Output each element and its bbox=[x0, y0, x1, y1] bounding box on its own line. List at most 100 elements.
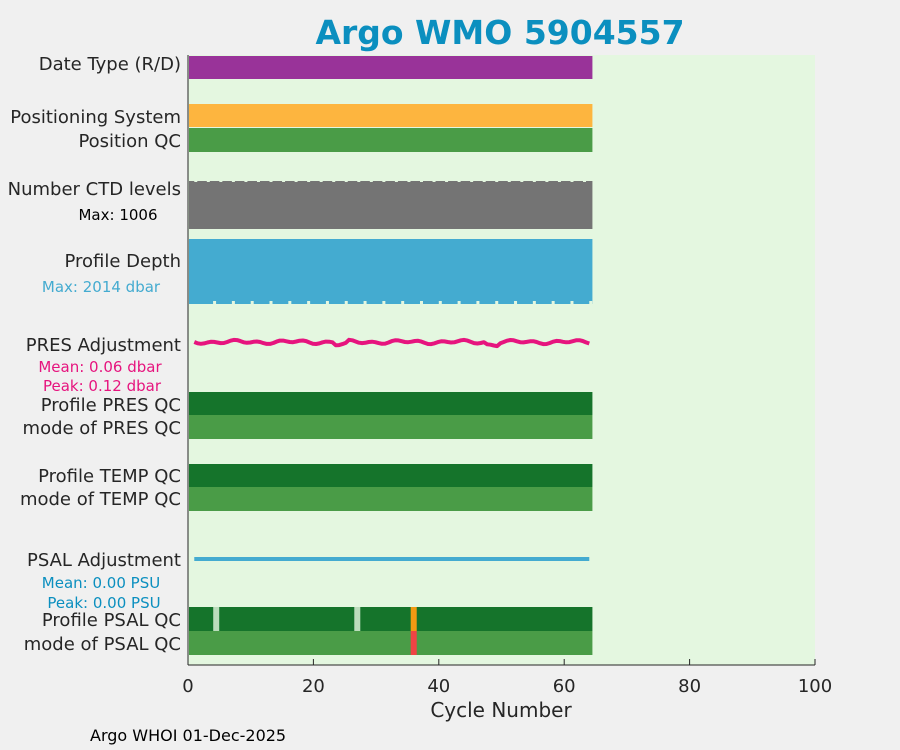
position-qc-bar bbox=[189, 128, 593, 152]
ctd-level-notch bbox=[231, 180, 235, 182]
depth-notch bbox=[476, 301, 480, 304]
depth-notch bbox=[307, 301, 311, 304]
depth-notch bbox=[344, 301, 348, 304]
ctd-levels-bar bbox=[189, 181, 593, 229]
profile-temp-qc-bar bbox=[189, 464, 593, 487]
x-tick-label: 60 bbox=[553, 676, 576, 697]
depth-notch bbox=[401, 301, 405, 304]
data-marks bbox=[189, 56, 593, 655]
row-label: mode of PSAL QC bbox=[24, 634, 181, 655]
row-label: Profile PSAL QC bbox=[42, 610, 181, 631]
ctd-level-notch bbox=[294, 180, 298, 182]
ctd-level-notch bbox=[219, 180, 223, 182]
ctd-level-notch bbox=[520, 180, 524, 182]
ctd-level-notch bbox=[407, 180, 411, 182]
ctd-level-notch bbox=[344, 180, 348, 182]
annotation-psal-peak: Peak: 0.00 PSU bbox=[47, 594, 160, 612]
row-labels: Date Type (R/D) Positioning System Positio… bbox=[8, 54, 181, 655]
ctd-level-notch bbox=[307, 180, 311, 182]
x-tick-label: 100 bbox=[798, 676, 832, 697]
depth-notch bbox=[382, 301, 386, 304]
depth-notch bbox=[570, 301, 574, 304]
ctd-level-notch bbox=[457, 180, 461, 182]
annotation-psal-mean: Mean: 0.00 PSU bbox=[42, 574, 160, 592]
row-label: PRES Adjustment bbox=[26, 335, 181, 356]
x-axis: 0 20 40 60 80 100 bbox=[182, 55, 832, 697]
pres-adjustment-line bbox=[193, 337, 590, 349]
ctd-level-notch bbox=[332, 180, 336, 182]
row-label: PSAL Adjustment bbox=[27, 550, 181, 571]
mode-psal-qc-bar bbox=[189, 631, 593, 655]
mode-pres-qc-bar bbox=[189, 415, 593, 439]
row-label: Number CTD levels bbox=[8, 179, 181, 200]
ctd-level-notch bbox=[369, 180, 373, 182]
x-tick-label: 80 bbox=[678, 676, 701, 697]
ctd-level-notch bbox=[557, 180, 561, 182]
ctd-level-notch bbox=[269, 180, 273, 182]
row-label: Positioning System bbox=[10, 107, 181, 128]
depth-notch bbox=[250, 301, 254, 304]
depth-notch bbox=[514, 301, 518, 304]
ctd-level-notch bbox=[282, 180, 286, 182]
row-label: Date Type (R/D) bbox=[39, 54, 181, 75]
ctd-level-notch bbox=[583, 180, 587, 182]
psal-profile-qc-flag bbox=[354, 607, 361, 631]
row-label: Profile Depth bbox=[64, 251, 181, 272]
depth-notch bbox=[532, 301, 536, 304]
row-label: Position QC bbox=[78, 131, 181, 152]
ctd-level-notch bbox=[256, 180, 260, 182]
ctd-level-notch bbox=[394, 180, 398, 182]
psal-profile-qc-flag bbox=[410, 607, 417, 631]
x-tick-label: 0 bbox=[182, 676, 193, 697]
psal-mode-qc-flag bbox=[410, 631, 417, 655]
ctd-level-notch bbox=[470, 180, 474, 182]
row-label: Profile TEMP QC bbox=[38, 466, 181, 487]
ctd-level-notch bbox=[194, 180, 198, 182]
date-type-bar bbox=[189, 56, 593, 79]
row-label: Profile PRES QC bbox=[41, 395, 181, 416]
row-label: mode of PRES QC bbox=[23, 418, 181, 439]
depth-notch bbox=[325, 301, 329, 304]
psal-profile-qc-flag bbox=[213, 607, 220, 631]
ctd-level-notch bbox=[319, 180, 323, 182]
ctd-level-notch bbox=[244, 180, 248, 182]
annotation-ctd-max: Max: 1006 bbox=[78, 206, 157, 224]
row-label: mode of TEMP QC bbox=[20, 489, 181, 510]
depth-notch bbox=[419, 301, 423, 304]
ctd-level-notch bbox=[532, 180, 536, 182]
x-tick-label: 40 bbox=[427, 676, 450, 697]
depth-notch bbox=[457, 301, 461, 304]
annotation-depth-max: Max: 2014 dbar bbox=[42, 278, 161, 296]
plot-area bbox=[188, 55, 815, 665]
x-axis-label: Cycle Number bbox=[430, 698, 572, 722]
x-tick-label: 20 bbox=[302, 676, 325, 697]
ctd-level-notch bbox=[419, 180, 423, 182]
ctd-level-notch bbox=[432, 180, 436, 182]
depth-notch bbox=[363, 301, 367, 304]
positioning-system-bar bbox=[189, 104, 593, 127]
depth-notch bbox=[589, 301, 593, 304]
depth-notch bbox=[213, 301, 217, 304]
annotation-pres-mean: Mean: 0.06 dbar bbox=[38, 358, 162, 376]
ctd-level-notch bbox=[545, 180, 549, 182]
depth-notch bbox=[438, 301, 442, 304]
ctd-level-notch bbox=[507, 180, 511, 182]
depth-notch bbox=[231, 301, 235, 304]
ctd-level-notch bbox=[495, 180, 499, 182]
footer-text: Argo WHOI 01-Dec-2025 bbox=[90, 726, 286, 745]
annotation-pres-peak: Peak: 0.12 dbar bbox=[43, 377, 162, 395]
ctd-level-notch bbox=[570, 180, 574, 182]
ctd-level-notch bbox=[482, 180, 486, 182]
profile-depth-bar bbox=[189, 239, 593, 304]
chart-title: Argo WMO 5904557 bbox=[315, 13, 684, 52]
mode-temp-qc-bar bbox=[189, 487, 593, 511]
ctd-level-notch bbox=[206, 180, 210, 182]
depth-notch bbox=[495, 301, 499, 304]
profile-psal-qc-bar bbox=[189, 607, 593, 631]
depth-notch bbox=[551, 301, 555, 304]
profile-pres-qc-bar bbox=[189, 392, 593, 415]
depth-notch bbox=[288, 301, 292, 304]
depth-notch bbox=[269, 301, 273, 304]
ctd-level-notch bbox=[357, 180, 361, 182]
